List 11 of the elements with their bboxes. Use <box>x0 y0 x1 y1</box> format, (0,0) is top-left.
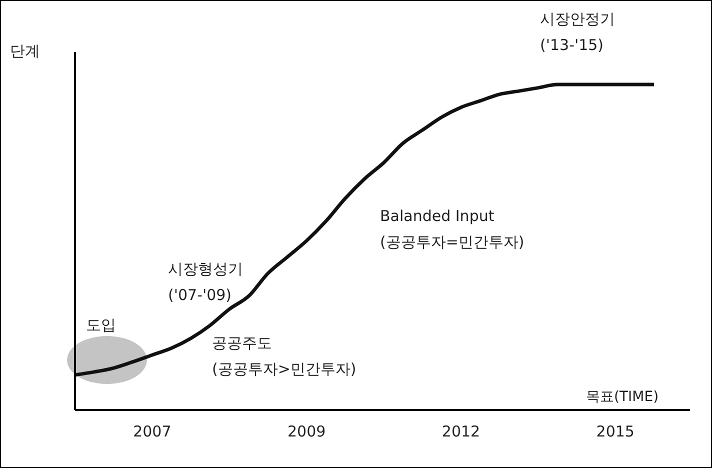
x-tick-label: 2007 <box>133 422 172 441</box>
y-axis-title: 단계 <box>10 41 40 62</box>
x-tick-label: 2012 <box>442 422 480 441</box>
x-tick-label: 2015 <box>596 422 634 441</box>
x-axis-title: 목표(TIME) <box>586 388 659 407</box>
annotation: 시장형성기 ('07-'09) <box>168 259 243 306</box>
x-tick-label: 2009 <box>288 422 326 441</box>
annotation: 공공주도 (공공투자>민간투자) <box>212 333 356 380</box>
text: 시장안정기 ('13-'15) <box>540 9 615 56</box>
annotation: 도입 <box>86 315 116 336</box>
annotation: Balanded Input (공공투자=민간투자) <box>380 206 524 253</box>
